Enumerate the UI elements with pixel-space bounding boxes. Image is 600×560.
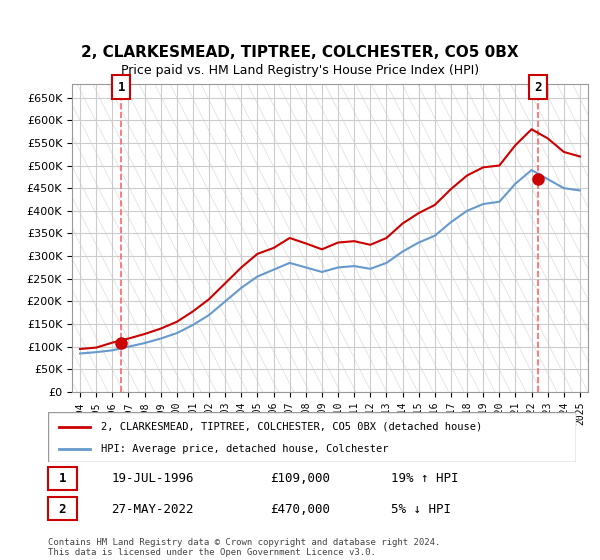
Text: £109,000: £109,000	[270, 472, 330, 486]
Text: 5% ↓ HPI: 5% ↓ HPI	[391, 502, 451, 516]
Text: 27-MAY-2022: 27-MAY-2022	[112, 502, 194, 516]
Text: Price paid vs. HM Land Registry's House Price Index (HPI): Price paid vs. HM Land Registry's House …	[121, 64, 479, 77]
Text: Contains HM Land Registry data © Crown copyright and database right 2024.
This d: Contains HM Land Registry data © Crown c…	[48, 538, 440, 557]
FancyBboxPatch shape	[48, 412, 576, 462]
Text: 1: 1	[59, 472, 66, 486]
Text: 19-JUL-1996: 19-JUL-1996	[112, 472, 194, 486]
Text: 2, CLARKESMEAD, TIPTREE, COLCHESTER, CO5 0BX (detached house): 2, CLARKESMEAD, TIPTREE, COLCHESTER, CO5…	[101, 422, 482, 432]
Text: 1: 1	[118, 81, 125, 94]
FancyBboxPatch shape	[112, 74, 130, 100]
FancyBboxPatch shape	[48, 497, 77, 520]
FancyBboxPatch shape	[529, 74, 547, 100]
Text: HPI: Average price, detached house, Colchester: HPI: Average price, detached house, Colc…	[101, 445, 388, 454]
Bar	[72, 84, 588, 392]
Text: 2, CLARKESMEAD, TIPTREE, COLCHESTER, CO5 0BX: 2, CLARKESMEAD, TIPTREE, COLCHESTER, CO5…	[81, 45, 519, 60]
Text: 2: 2	[59, 502, 66, 516]
Text: £470,000: £470,000	[270, 502, 330, 516]
FancyBboxPatch shape	[48, 467, 77, 489]
Text: 2: 2	[535, 81, 542, 94]
Text: 19% ↑ HPI: 19% ↑ HPI	[391, 472, 459, 486]
